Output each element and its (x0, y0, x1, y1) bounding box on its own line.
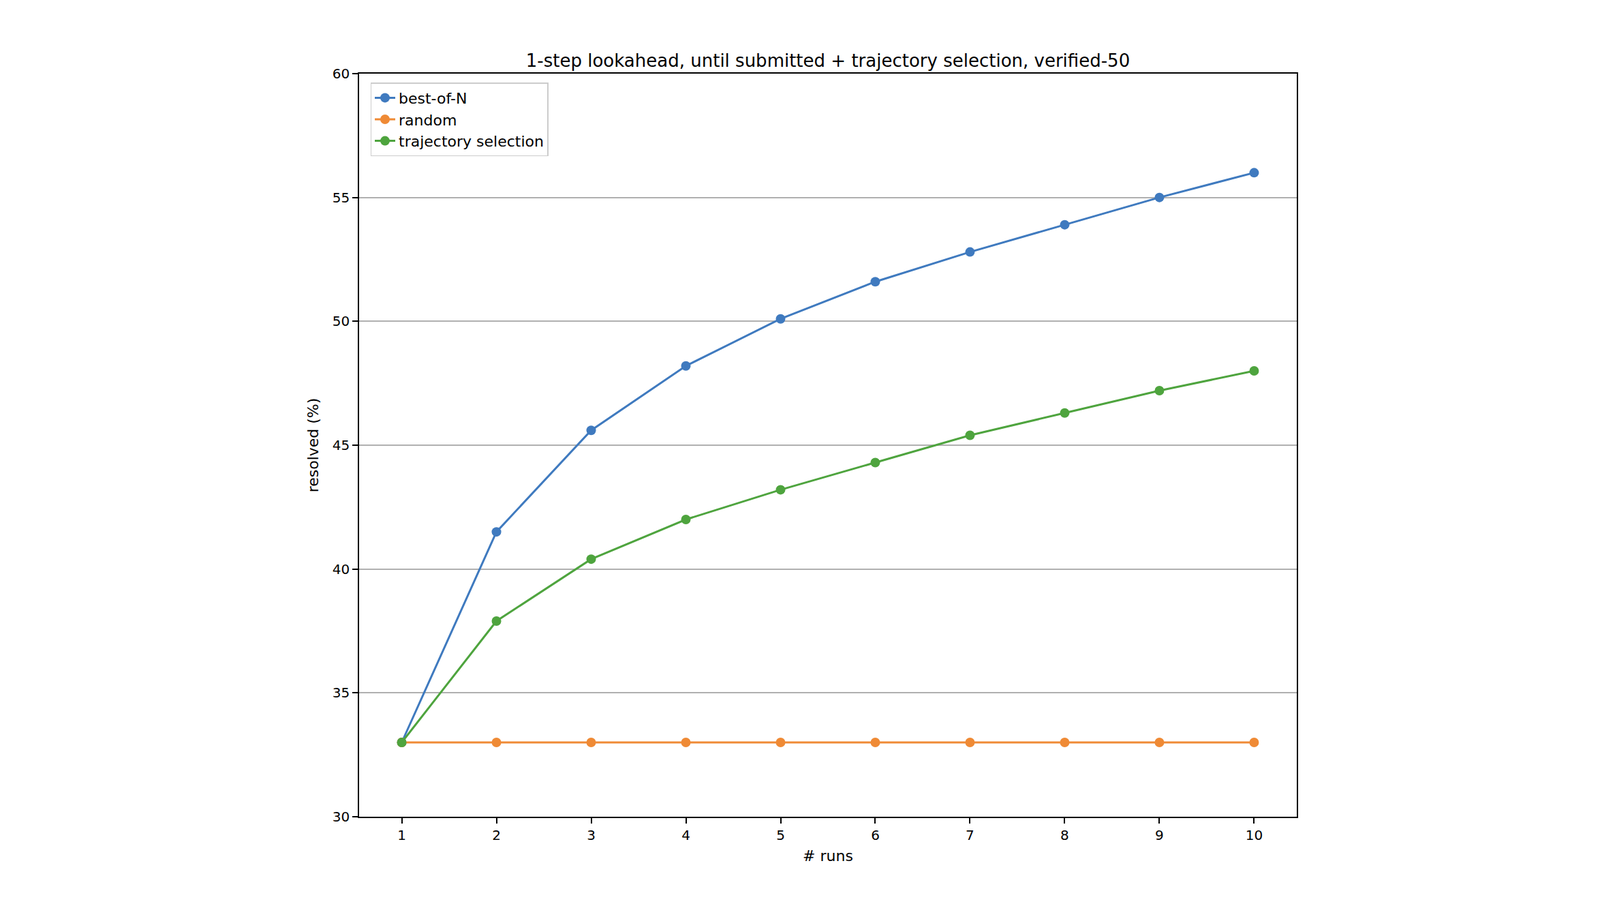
svg-text:45: 45 (332, 436, 350, 454)
svg-text:60: 60 (332, 65, 350, 82)
svg-text:2: 2 (491, 826, 501, 843)
svg-text:8: 8 (1060, 826, 1070, 843)
svg-text:7: 7 (965, 826, 975, 843)
svg-text:# runs: # runs (802, 847, 854, 865)
svg-text:40: 40 (332, 560, 350, 578)
svg-text:35: 35 (332, 684, 350, 701)
svg-text:best-of-N: best-of-N (398, 89, 467, 107)
svg-text:50: 50 (332, 312, 350, 330)
svg-text:6: 6 (870, 826, 880, 843)
svg-text:5: 5 (776, 826, 786, 843)
svg-text:random: random (398, 111, 457, 129)
svg-text:trajectory selection: trajectory selection (398, 132, 544, 150)
svg-text:4: 4 (681, 826, 691, 843)
svg-text:10: 10 (1245, 826, 1263, 843)
svg-text:1: 1 (397, 826, 407, 843)
svg-text:resolved (%): resolved (%) (304, 397, 322, 493)
svg-text:3: 3 (586, 826, 596, 843)
svg-text:30: 30 (332, 808, 350, 825)
svg-text:1-step lookahead, until submit: 1-step lookahead, until submitted + traj… (526, 50, 1130, 71)
svg-text:9: 9 (1155, 826, 1164, 843)
svg-text:55: 55 (332, 189, 350, 206)
